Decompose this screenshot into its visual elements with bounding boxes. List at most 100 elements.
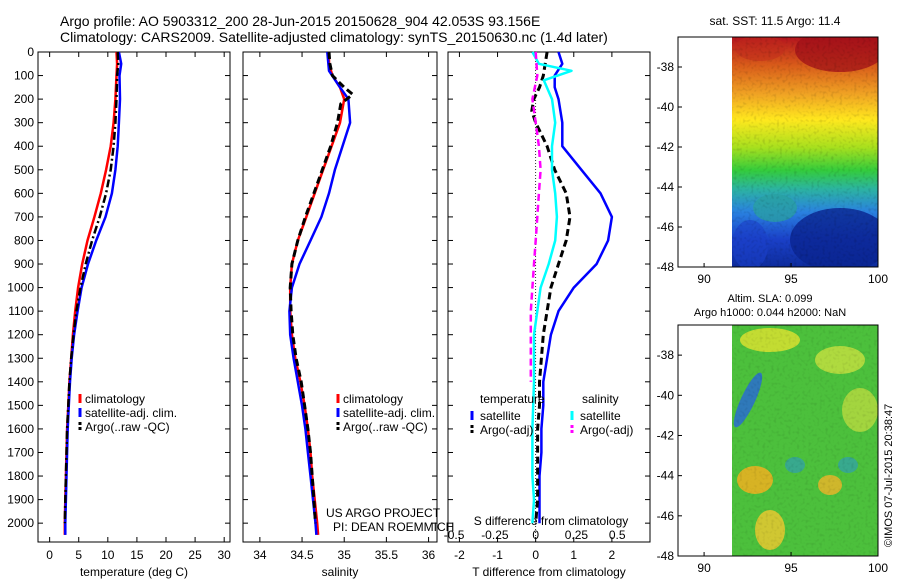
y-tick-label: 200 <box>14 92 34 106</box>
legend-label: Argo(-adj) <box>480 423 533 437</box>
map-x-tick-label: 95 <box>784 272 798 286</box>
y-tick-label: 1100 <box>8 304 34 318</box>
map-x-tick-label: 90 <box>697 272 711 286</box>
plot-frame <box>447 51 651 543</box>
series-line-argo-raw-qc <box>63 51 120 524</box>
x-tick-label: 0 <box>532 548 539 562</box>
y-tick-label: 2000 <box>7 516 34 530</box>
x-axis-label: salinity <box>322 565 359 579</box>
series-line-climatology <box>288 52 346 535</box>
map-x-tick-label: 95 <box>784 561 798 575</box>
x-tick-label: 25 <box>188 548 202 562</box>
legend-label: Argo(..raw -QC) <box>343 420 428 434</box>
legend-label: satellite-adj. clim. <box>343 406 435 420</box>
x-tick-label: 30 <box>218 548 232 562</box>
y-tick-label: 1900 <box>7 493 34 507</box>
legend-label: climatology <box>343 392 403 406</box>
x-axis-label: T difference from climatology <box>472 565 626 579</box>
x-axis-label: temperature (deg C) <box>80 565 188 579</box>
y-tick-label: 400 <box>14 139 34 153</box>
y-tick-label: 1200 <box>7 328 34 342</box>
map-y-tick-label: -40 <box>657 100 675 114</box>
map-y-tick-label: -46 <box>657 220 675 234</box>
legend-label: satellite <box>580 409 621 423</box>
x-tick-label: 35.5 <box>375 548 399 562</box>
y-tick-label: 300 <box>14 116 34 130</box>
map-x-tick-label: 90 <box>697 561 711 575</box>
y-tick-label: 100 <box>14 69 34 83</box>
sst-texture <box>732 37 878 267</box>
map-y-tick-label: -38 <box>657 60 675 74</box>
y-tick-label: 1700 <box>7 445 34 459</box>
x-tick-label: -2 <box>454 548 465 562</box>
x-tick-label: 36 <box>422 548 436 562</box>
secondary-axis-label: S difference from climatology <box>474 514 629 528</box>
map-y-tick-label: -38 <box>657 348 675 362</box>
series-line-satellite <box>538 51 614 524</box>
secondary-tick-label: -0.5 <box>444 528 465 542</box>
y-tick-label: 900 <box>14 257 34 271</box>
sla-texture <box>732 325 878 556</box>
sla-map-title: Altim. SLA: 0.099 <box>728 293 813 305</box>
x-tick-label: -1 <box>492 548 503 562</box>
secondary-tick-label: 0.25 <box>565 528 589 542</box>
series-line-climatology <box>63 51 119 535</box>
map-y-tick-label: -48 <box>657 549 675 563</box>
series-line-argo-adj <box>529 51 542 382</box>
sst-map-frame <box>677 36 879 268</box>
x-tick-label: 34.5 <box>290 548 314 562</box>
y-tick-label: 1500 <box>7 398 34 412</box>
map-y-tick-label: -42 <box>657 428 675 442</box>
y-tick-label: 800 <box>14 233 34 247</box>
map-y-tick-label: -48 <box>657 260 675 274</box>
x-tick-label: 20 <box>159 548 173 562</box>
sla-map-panel: Altim. SLA: 0.099 Argo h1000: 0.044 h200… <box>657 293 889 575</box>
x-tick-label: 10 <box>101 548 115 562</box>
y-tick-label: 1400 <box>7 375 34 389</box>
y-tick-label: 700 <box>14 210 34 224</box>
figure-title-line1: Argo profile: AO 5903312_200 28-Jun-2015… <box>60 13 540 29</box>
project-credit: US ARGO PROJECT <box>326 506 441 520</box>
temperature-profile-panel: 0 5 10 15 20 25 300100200300400500600700800900… <box>7 45 231 579</box>
imos-timestamp: ©IMOS 07-Jul-2015 20:38:47 <box>883 404 895 547</box>
x-tick-label: 2 <box>609 548 616 562</box>
legend-label: Argo(..raw -QC) <box>85 420 170 434</box>
sst-map-title: sat. SST: 11.5 Argo: 11.4 <box>710 14 841 28</box>
series-line-satellite-adj-clim <box>64 51 123 535</box>
x-tick-label: 34 <box>253 548 267 562</box>
map-y-tick-label: -42 <box>657 140 675 154</box>
x-tick-label: 5 <box>75 548 82 562</box>
map-x-tick-label: 100 <box>868 561 888 575</box>
salinity-profile-panel: 34 34.5 35 35.5 36 salinity climatologysatelli… <box>242 51 438 579</box>
map-y-tick-label: -44 <box>657 469 675 483</box>
x-tick-label: 35 <box>338 548 352 562</box>
y-tick-label: 600 <box>14 186 34 200</box>
figure-title-line2: Climatology: CARS2009. Satellite-adjuste… <box>60 29 608 45</box>
pi-credit: PI: DEAN ROEMMICH <box>333 520 454 534</box>
legend-label: climatology <box>85 392 145 406</box>
legend-title: salinity <box>582 392 619 406</box>
plot-frame <box>37 51 231 543</box>
y-tick-label: 1600 <box>7 422 34 436</box>
y-tick-label: 1300 <box>7 351 34 365</box>
difference-profile-panel: -2 -1 0 1 2 T difference from climatology S di… <box>444 51 651 579</box>
x-tick-label: 15 <box>130 548 144 562</box>
map-y-tick-label: -46 <box>657 509 675 523</box>
map-y-tick-label: -44 <box>657 180 675 194</box>
x-tick-label: 1 <box>570 548 577 562</box>
x-tick-label: 0 <box>46 548 53 562</box>
legend-title: temperature <box>480 392 545 406</box>
map-x-tick-label: 100 <box>868 272 888 286</box>
legend-label: Argo(-adj) <box>580 423 633 437</box>
series-line-argo-raw-qc <box>288 51 355 524</box>
y-tick-label: 1000 <box>7 281 34 295</box>
secondary-tick-label: 0.5 <box>609 528 626 542</box>
secondary-tick-label: -0.25 <box>481 528 509 542</box>
series-line-satellite <box>531 51 573 524</box>
legend-label: satellite <box>480 409 521 423</box>
secondary-tick-label: 0 <box>532 528 539 542</box>
series-line-satellite-adj-clim <box>288 51 352 535</box>
sla-map-subtitle: Argo h1000: 0.044 h2000: NaN <box>694 307 846 319</box>
plot-frame <box>242 51 438 543</box>
